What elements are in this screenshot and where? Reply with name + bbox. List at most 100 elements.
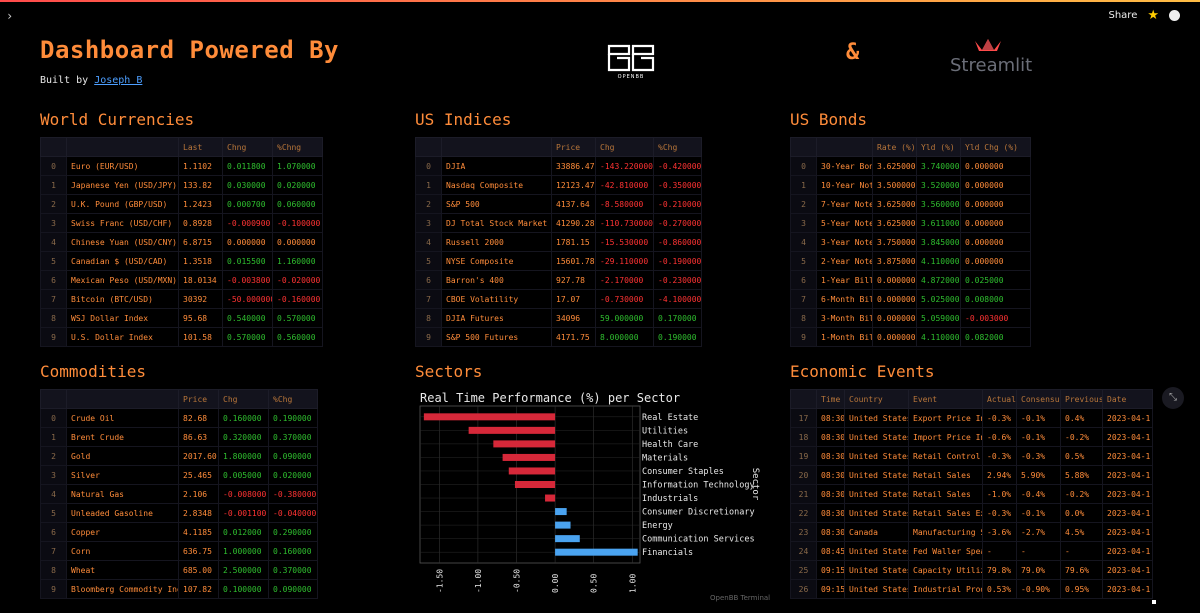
table-row[interactable]: 19 08:30 United States Retail Control -0.3% -… (790, 446, 1153, 466)
column-header[interactable]: Chg (595, 137, 654, 157)
expand-icon[interactable]: ⤡ (1162, 387, 1184, 409)
table-row[interactable]: 6 Mexican Peso (USD/MXN) 18.0134 -0.003800-… (40, 270, 323, 290)
table-row[interactable]: 21 08:30 United States Retail Sales -1.0% -0.… (790, 484, 1153, 504)
table-row[interactable]: 3 DJ Total Stock Market 41290.28 -110.73000… (415, 213, 702, 233)
bar-energy[interactable] (555, 521, 571, 529)
table-row[interactable]: 2 U.K. Pound (GBP/USD) 1.2423 0.000700 0.060… (40, 194, 323, 214)
table-row[interactable]: 6 Barron's 400 927.78 -2.170000 -0.230000 (415, 270, 702, 290)
column-header[interactable]: Price (178, 389, 219, 409)
column-header[interactable]: Actual (982, 389, 1017, 409)
bar-information-technology[interactable] (514, 481, 556, 488)
bar-communication-services[interactable] (555, 535, 580, 543)
column-header[interactable]: %Chg (268, 389, 318, 409)
column-header[interactable]: Last (178, 137, 223, 157)
table-row[interactable]: 0 Crude Oil 82.68 0.160000 0.190000 (40, 408, 318, 428)
column-header[interactable]: Time (816, 389, 845, 409)
column-header[interactable]: Rate (%) (872, 137, 917, 157)
bar-real-estate[interactable] (423, 413, 556, 421)
column-header[interactable] (790, 389, 817, 409)
indices-table[interactable]: Price Chg %Chg 0 DJIA 33886.47 -143.220000 -0.4… (415, 137, 702, 347)
table-row[interactable]: 3 5-Year Note 3.625000 3.611000 0.000000 (790, 213, 1031, 233)
column-header[interactable]: Event (908, 389, 983, 409)
column-header[interactable] (816, 137, 873, 157)
table-row[interactable]: 3 Silver 25.465 0.005000 0.020000 (40, 465, 318, 485)
table-row[interactable]: 1 Brent Crude 86.63 0.320000 0.370000 (40, 427, 318, 447)
column-header[interactable] (790, 137, 817, 157)
column-header[interactable] (66, 389, 179, 409)
table-row[interactable]: 2 S&P 500 4137.64 -8.580000 -0.210000 (415, 194, 702, 214)
column-header[interactable]: Chg (218, 389, 269, 409)
events-table[interactable]: Time Country Event Actual Consensus Previous D… (790, 389, 1153, 599)
column-header[interactable]: Consensus (1016, 389, 1061, 409)
bar-utilities[interactable] (468, 426, 556, 434)
table-row[interactable]: 3 Swiss Franc (USD/CHF) 0.8928 -0.000900 -0.… (40, 213, 323, 233)
github-icon[interactable] (1169, 10, 1180, 21)
column-header[interactable]: %Chng (272, 137, 323, 157)
table-row[interactable]: 5 NYSE Composite 15601.78 -29.110000 -0.1900… (415, 251, 702, 271)
table-row[interactable]: 9 S&P 500 Futures 4171.75 8.000000 0.190000 (415, 327, 702, 347)
bonds-table[interactable]: Rate (%)Yld (%)Yld Chg (%)030-Year Bond3… (790, 137, 1031, 347)
table-row[interactable]: 8 Wheat 685.00 2.500000 0.370000 (40, 560, 318, 580)
bar-consumer-staples[interactable] (508, 467, 556, 475)
column-header[interactable]: Yld (%) (916, 137, 961, 157)
bar-health-care[interactable] (493, 440, 556, 448)
column-header[interactable]: Yld Chg (%) (960, 137, 1031, 157)
table-row[interactable]: 8 DJIA Futures 34096 59.000000 0.170000 (415, 308, 702, 328)
bar-industrials[interactable] (545, 494, 556, 502)
table-row[interactable]: 0 DJIA 33886.47 -143.220000 -0.420000 (415, 156, 702, 176)
table-row[interactable]: 1 Nasdaq Composite 12123.47 -42.810000 -0.35… (415, 175, 702, 195)
table-row[interactable]: 4 3-Year Note 3.750000 3.845000 0.000000 (790, 232, 1031, 252)
table-row[interactable]: 6 1-Year Bill 0.000000 4.872000 0.025000 (790, 270, 1031, 290)
column-header[interactable] (66, 137, 179, 157)
column-header[interactable] (441, 137, 552, 157)
column-header[interactable] (415, 137, 442, 157)
column-header[interactable]: Chng (222, 137, 273, 157)
sidebar-expand-icon[interactable]: › (6, 9, 14, 23)
column-header[interactable] (40, 389, 67, 409)
table-row[interactable]: 4 Natural Gas 2.106 -0.008000 -0.380000 (40, 484, 318, 504)
table-row[interactable]: 5 Unleaded Gasoline 2.8348 -0.001100 -0.0400… (40, 503, 318, 523)
table-row[interactable]: 1 Japanese Yen (USD/JPY) 133.82 0.030000 0.0… (40, 175, 323, 195)
table-row[interactable]: 20 08:30 United States Retail Sales 2.94% 5.9… (790, 465, 1153, 485)
currencies-table[interactable]: Last Chng %Chng 0 Euro (EUR/USD) 1.1102 0.0118… (40, 137, 323, 347)
column-header[interactable] (40, 137, 67, 157)
column-header[interactable]: Price (551, 137, 596, 157)
bar-consumer-discretionary[interactable] (555, 508, 567, 516)
author-link[interactable]: Joseph B (94, 75, 143, 86)
table-row[interactable]: 22 08:30 United States Retail Sales Ex -0.3%… (790, 503, 1153, 523)
table-row[interactable]: 9 U.S. Dollar Index 101.58 0.570000 0.560000 (40, 327, 323, 347)
commodities-table[interactable]: Price Chg %Chg 0 Crude Oil 82.68 0.160000 0.190… (40, 389, 318, 599)
table-row[interactable]: 5 Canadian $ (USD/CAD) 1.3518 0.015500 1.160… (40, 251, 323, 271)
table-row[interactable]: 7 Bitcoin (BTC/USD) 30392 -50.000000 -0.1600… (40, 289, 323, 309)
table-row[interactable]: 4 Chinese Yuan (USD/CNY) 6.8715 0.000000 0.0… (40, 232, 323, 252)
column-header[interactable]: Previous (1060, 389, 1103, 409)
table-row[interactable]: 8 WSJ Dollar Index 95.68 0.540000 0.570000 (40, 308, 323, 328)
star-icon[interactable]: ★ (1147, 8, 1159, 23)
column-header[interactable]: Date (1102, 389, 1153, 409)
bar-materials[interactable] (502, 453, 556, 461)
share-button[interactable]: Share (1108, 10, 1138, 21)
scroll-indicator[interactable] (1152, 600, 1156, 604)
table-row[interactable]: 7 Corn 636.75 1.000000 0.160000 (40, 541, 318, 561)
table-row[interactable]: 7 CBOE Volatility 17.07 -0.730000 -4.100000 (415, 289, 702, 309)
column-header[interactable]: %Chg (653, 137, 702, 157)
table-row[interactable]: 2 7-Year Note 3.625000 3.560000 0.000000 (790, 194, 1031, 214)
table-row[interactable]: 5 2-Year Note 3.875000 4.110000 0.000000 (790, 251, 1031, 271)
table-row[interactable]: 0 Euro (EUR/USD) 1.1102 0.011800 1.070000 (40, 156, 323, 176)
bar-financials[interactable] (555, 548, 638, 556)
table-row[interactable]: 2 Gold 2017.60 1.800000 0.090000 (40, 446, 318, 466)
table-row[interactable]: 9 Bloomberg Commodity Ind 107.82 0.100000 0.… (40, 579, 318, 599)
table-row[interactable]: 6 Copper 4.1185 0.012000 0.290000 (40, 522, 318, 542)
table-row[interactable]: 4 Russell 2000 1781.15 -15.530000 -0.860000 (415, 232, 702, 252)
